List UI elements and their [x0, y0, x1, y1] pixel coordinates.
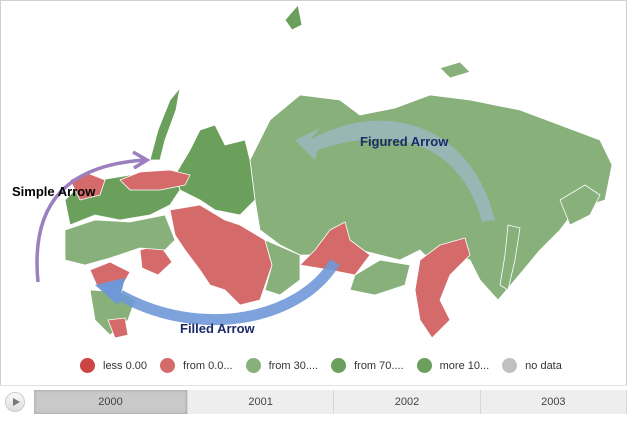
- region-island-ne[interactable]: [439, 61, 471, 79]
- region-siberia-red[interactable]: [299, 221, 371, 276]
- region-caucasus-red[interactable]: [107, 317, 129, 339]
- region-siberia-mid[interactable]: [264, 239, 301, 296]
- legend-label: less 0.00: [103, 359, 148, 372]
- year-tab-2002[interactable]: 2002: [334, 390, 481, 414]
- legend-label: from 0.0...: [183, 359, 233, 372]
- year-tab-2000[interactable]: 2000: [34, 390, 188, 414]
- filled-arrow: [117, 259, 340, 326]
- play-icon[interactable]: [5, 392, 25, 412]
- legend-item[interactable]: no data: [502, 358, 562, 373]
- simple-arrow-label: Simple Arrow: [12, 184, 96, 199]
- year-tab-2003[interactable]: 2003: [480, 390, 627, 414]
- russia-map: [35, 4, 613, 339]
- legend: less 0.00 from 0.0... from 30.... from 7…: [80, 358, 575, 373]
- legend-dot: [416, 358, 432, 373]
- figured-arrow-label: Figured Arrow: [360, 134, 449, 149]
- region-island-n[interactable]: [284, 4, 303, 31]
- legend-label: from 30....: [268, 359, 319, 372]
- legend-item[interactable]: from 30....: [245, 358, 319, 373]
- region-sakhalin[interactable]: [499, 224, 521, 291]
- legend-dot: [80, 358, 95, 373]
- legend-label: from 70....: [354, 359, 404, 372]
- filled-arrow-head: [95, 278, 125, 305]
- legend-label: no data: [525, 359, 562, 372]
- legend-item[interactable]: from 0.0...: [160, 358, 233, 373]
- legend-item[interactable]: more 10...: [416, 358, 490, 373]
- legend-dot: [245, 358, 261, 373]
- region-urals-red[interactable]: [169, 204, 273, 306]
- simple-arrow-head: [132, 150, 151, 170]
- region-far-east-red[interactable]: [414, 237, 471, 339]
- figured-arrow: [295, 120, 495, 222]
- legend-dot: [502, 358, 518, 373]
- legend-label: more 10...: [439, 359, 490, 372]
- year-slider[interactable]: 2000 2001 2002 2003: [34, 390, 627, 414]
- legend-dot: [331, 358, 347, 373]
- timeline: 2000 2001 2002 2003: [0, 385, 627, 421]
- region-north-red[interactable]: [119, 169, 191, 191]
- legend-dot: [160, 358, 176, 373]
- simple-arrow: [35, 158, 146, 283]
- region-west-light[interactable]: [64, 214, 176, 266]
- region-central-north[interactable]: [174, 124, 256, 216]
- region-baikal[interactable]: [349, 259, 411, 296]
- region-kamchatka[interactable]: [559, 184, 601, 226]
- region-novaya-zemlya[interactable]: [149, 87, 181, 161]
- legend-item[interactable]: less 0.00: [80, 358, 147, 373]
- year-tab-2001[interactable]: 2001: [188, 390, 335, 414]
- filled-arrow-label: Filled Arrow: [180, 321, 255, 336]
- legend-item[interactable]: from 70....: [331, 358, 404, 373]
